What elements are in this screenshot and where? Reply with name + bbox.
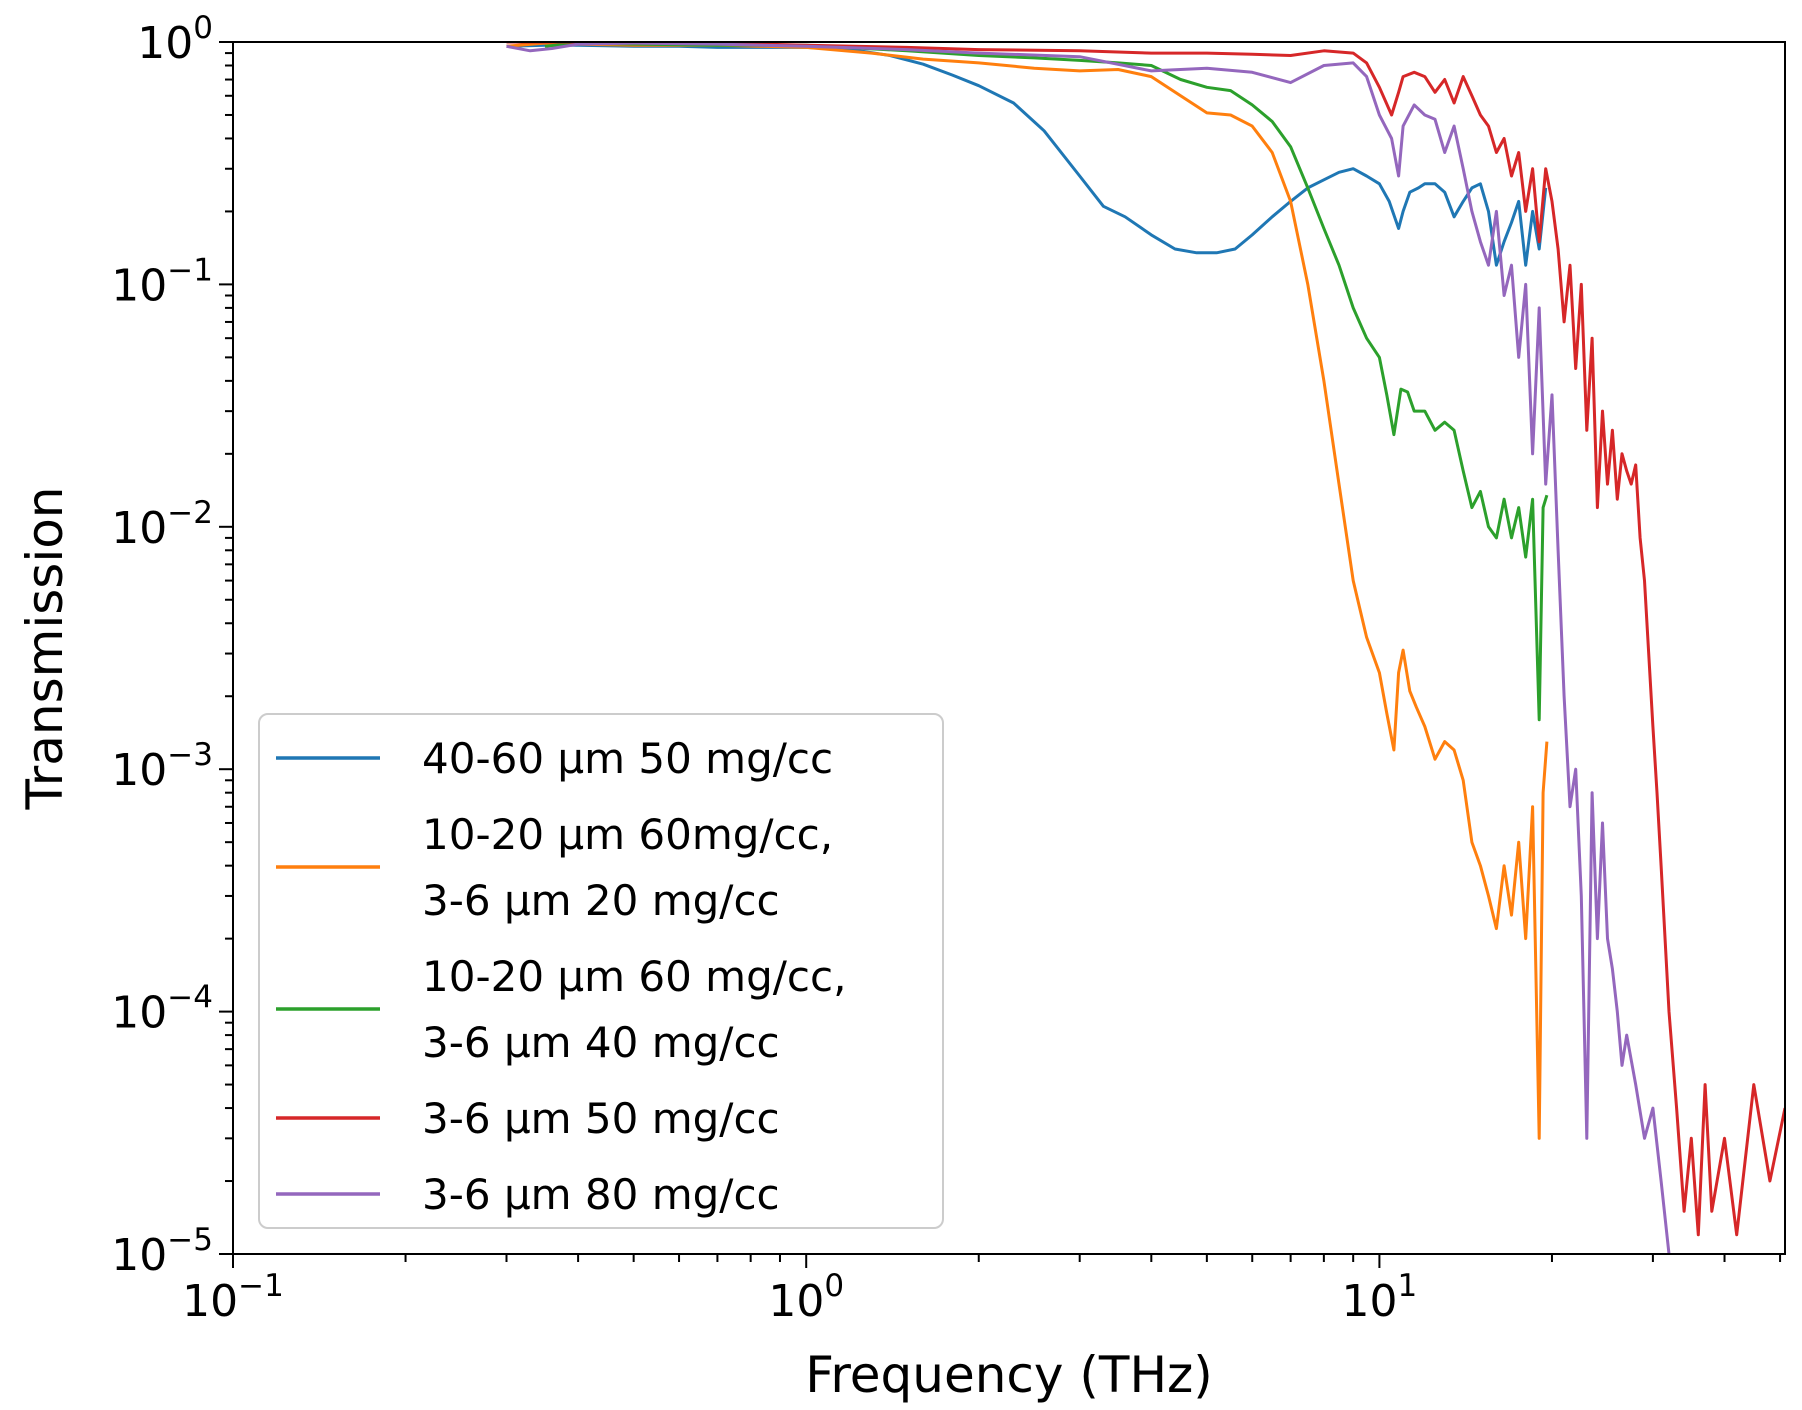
- series-line-4: [506, 42, 1785, 1237]
- x-tick-label: 100: [768, 1268, 844, 1327]
- x-tick-label: 10−1: [182, 1268, 284, 1327]
- legend-label-2: 3-6 μm 20 mg/cc: [422, 876, 780, 925]
- legend-entries: 40-60 μm 50 mg/cc 10-20 μm 60mg/cc, 3-6 μm…: [276, 734, 846, 1219]
- y-tick-label-exponent: −3: [167, 737, 213, 773]
- x-tick-label-exponent: −1: [238, 1268, 284, 1304]
- legend-label-1: 40-60 μm 50 mg/cc: [422, 734, 833, 783]
- series-line-5: [506, 42, 1671, 1254]
- y-tick-label: 10−1: [111, 252, 213, 311]
- x-tick-label-base: 10: [182, 1276, 238, 1327]
- y-tick-label: 100: [137, 10, 213, 69]
- series-line-2: [506, 42, 1549, 1140]
- y-tick-label-base: 10: [111, 503, 167, 554]
- y-tick-label-base: 10: [111, 1230, 167, 1281]
- legend-label-5: 3-6 μm 80 mg/cc: [422, 1170, 780, 1219]
- y-tick-label: 10−2: [111, 495, 213, 554]
- x-tick-label-base: 10: [768, 1276, 824, 1327]
- y-tick-label-base: 10: [137, 18, 193, 69]
- y-tick-label-exponent: −2: [167, 495, 213, 531]
- y-tick-label-base: 10: [111, 260, 167, 311]
- y-tick-label-base: 10: [111, 988, 167, 1039]
- y-tick-label-base: 10: [111, 745, 167, 796]
- legend-label-4: 3-6 μm 50 mg/cc: [422, 1094, 780, 1143]
- legend: 40-60 μm 50 mg/cc 10-20 μm 60mg/cc, 3-6 μm…: [258, 713, 944, 1229]
- x-tick-label-exponent: 0: [824, 1268, 844, 1304]
- y-axis-label: Transmission: [16, 487, 74, 811]
- x-tick-label-exponent: 1: [1398, 1268, 1418, 1304]
- axis-ticks: [219, 41, 1782, 1268]
- legend-box: [258, 713, 944, 1229]
- y-tick-label-exponent: 0: [193, 10, 213, 46]
- y-tick-label-exponent: −5: [167, 1222, 213, 1258]
- y-tick-label-exponent: −4: [167, 980, 213, 1016]
- series-line-3: [544, 42, 1549, 722]
- y-tick-label: 10−5: [111, 1222, 213, 1281]
- series-layer: [506, 42, 1785, 1254]
- x-tick-label-base: 10: [1342, 1276, 1398, 1327]
- legend-label-3: 10-20 μm 60 mg/cc,: [422, 952, 846, 1001]
- y-tick-label: 10−4: [111, 980, 213, 1039]
- y-tick-label-exponent: −1: [167, 252, 213, 288]
- x-axis-label: Frequency (THz): [805, 1346, 1213, 1404]
- y-tick-label: 10−3: [111, 737, 213, 796]
- legend-label-2: 10-20 μm 60mg/cc,: [422, 810, 833, 859]
- plot-frame: [232, 41, 1786, 1255]
- legend-label-3: 3-6 μm 40 mg/cc: [422, 1018, 780, 1067]
- x-tick-label: 101: [1342, 1268, 1418, 1327]
